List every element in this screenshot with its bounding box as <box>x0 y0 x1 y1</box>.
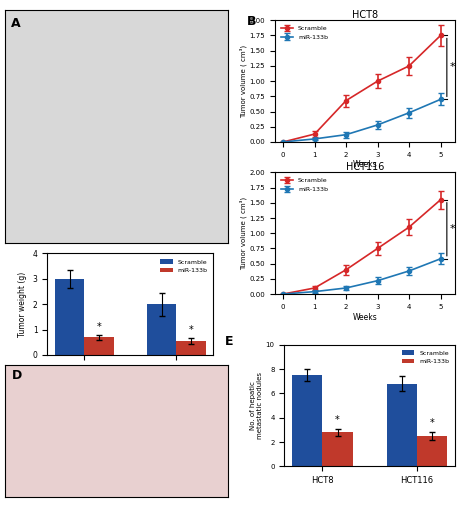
X-axis label: Weeks: Weeks <box>353 160 377 169</box>
Legend: Scramble, miR-133b: Scramble, miR-133b <box>158 257 210 275</box>
Text: *: * <box>430 418 435 428</box>
Text: *: * <box>335 415 340 425</box>
Y-axis label: Tumor volume ( cm³): Tumor volume ( cm³) <box>239 45 246 118</box>
Text: *: * <box>189 325 193 336</box>
Text: *: * <box>450 224 456 234</box>
Bar <box>417 436 447 466</box>
Y-axis label: Tumor weight (g): Tumor weight (g) <box>18 272 27 337</box>
Y-axis label: No. of hepatic
metastatic nodules: No. of hepatic metastatic nodules <box>250 372 263 439</box>
Bar <box>84 337 114 355</box>
Text: E: E <box>225 335 233 348</box>
Text: *: * <box>97 322 101 332</box>
Bar <box>387 384 417 466</box>
Legend: Scramble, miR-133b: Scramble, miR-133b <box>278 23 330 42</box>
Text: *: * <box>450 62 456 73</box>
Legend: Scramble, miR-133b: Scramble, miR-133b <box>278 175 330 194</box>
Bar <box>147 304 176 355</box>
Text: B: B <box>246 15 256 28</box>
Bar <box>55 279 84 355</box>
Title: HCT8: HCT8 <box>352 10 378 19</box>
X-axis label: Weeks: Weeks <box>353 312 377 321</box>
Text: D: D <box>11 369 22 382</box>
Legend: Scramble, miR-133b: Scramble, miR-133b <box>400 348 452 367</box>
Title: HCT116: HCT116 <box>346 162 384 171</box>
Bar <box>176 341 206 355</box>
Bar <box>322 432 353 466</box>
Text: A: A <box>11 17 21 30</box>
Y-axis label: Tumor volume ( cm³): Tumor volume ( cm³) <box>239 197 246 270</box>
Bar <box>292 375 322 466</box>
